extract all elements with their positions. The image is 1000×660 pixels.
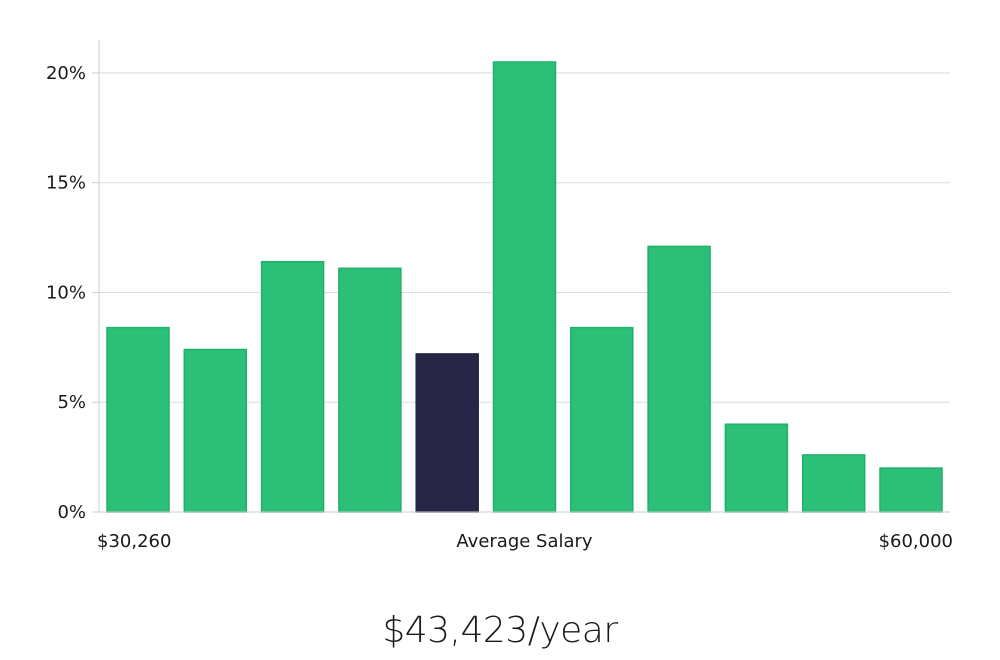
y-tick-label-15: 15% <box>46 173 86 194</box>
bar-6 <box>492 61 557 513</box>
x-max-label: $60,000 <box>879 531 953 552</box>
bar-10 <box>801 454 866 513</box>
y-tick-label-20: 20% <box>46 63 86 84</box>
bar-3 <box>260 260 325 513</box>
bar-average-salary <box>415 353 479 513</box>
average-salary-value: $43,423/year <box>382 610 618 651</box>
bar-9 <box>724 423 789 513</box>
y-tick-label-10: 10% <box>46 282 86 303</box>
bar-1 <box>106 326 170 513</box>
bar-8 <box>647 245 711 513</box>
bar-7 <box>570 326 634 513</box>
chart-canvas: 0% 5% 10% 15% 20% $30,260 Average Salary $60,00… <box>46 40 953 552</box>
bar-2 <box>183 348 248 513</box>
y-tick-label-5: 5% <box>57 392 86 413</box>
x-min-label: $30,260 <box>97 531 171 552</box>
bar-4 <box>338 267 402 513</box>
y-tick-label-0: 0% <box>57 502 86 523</box>
x-axis-title: Average Salary <box>456 531 593 552</box>
bar-11 <box>879 467 943 513</box>
